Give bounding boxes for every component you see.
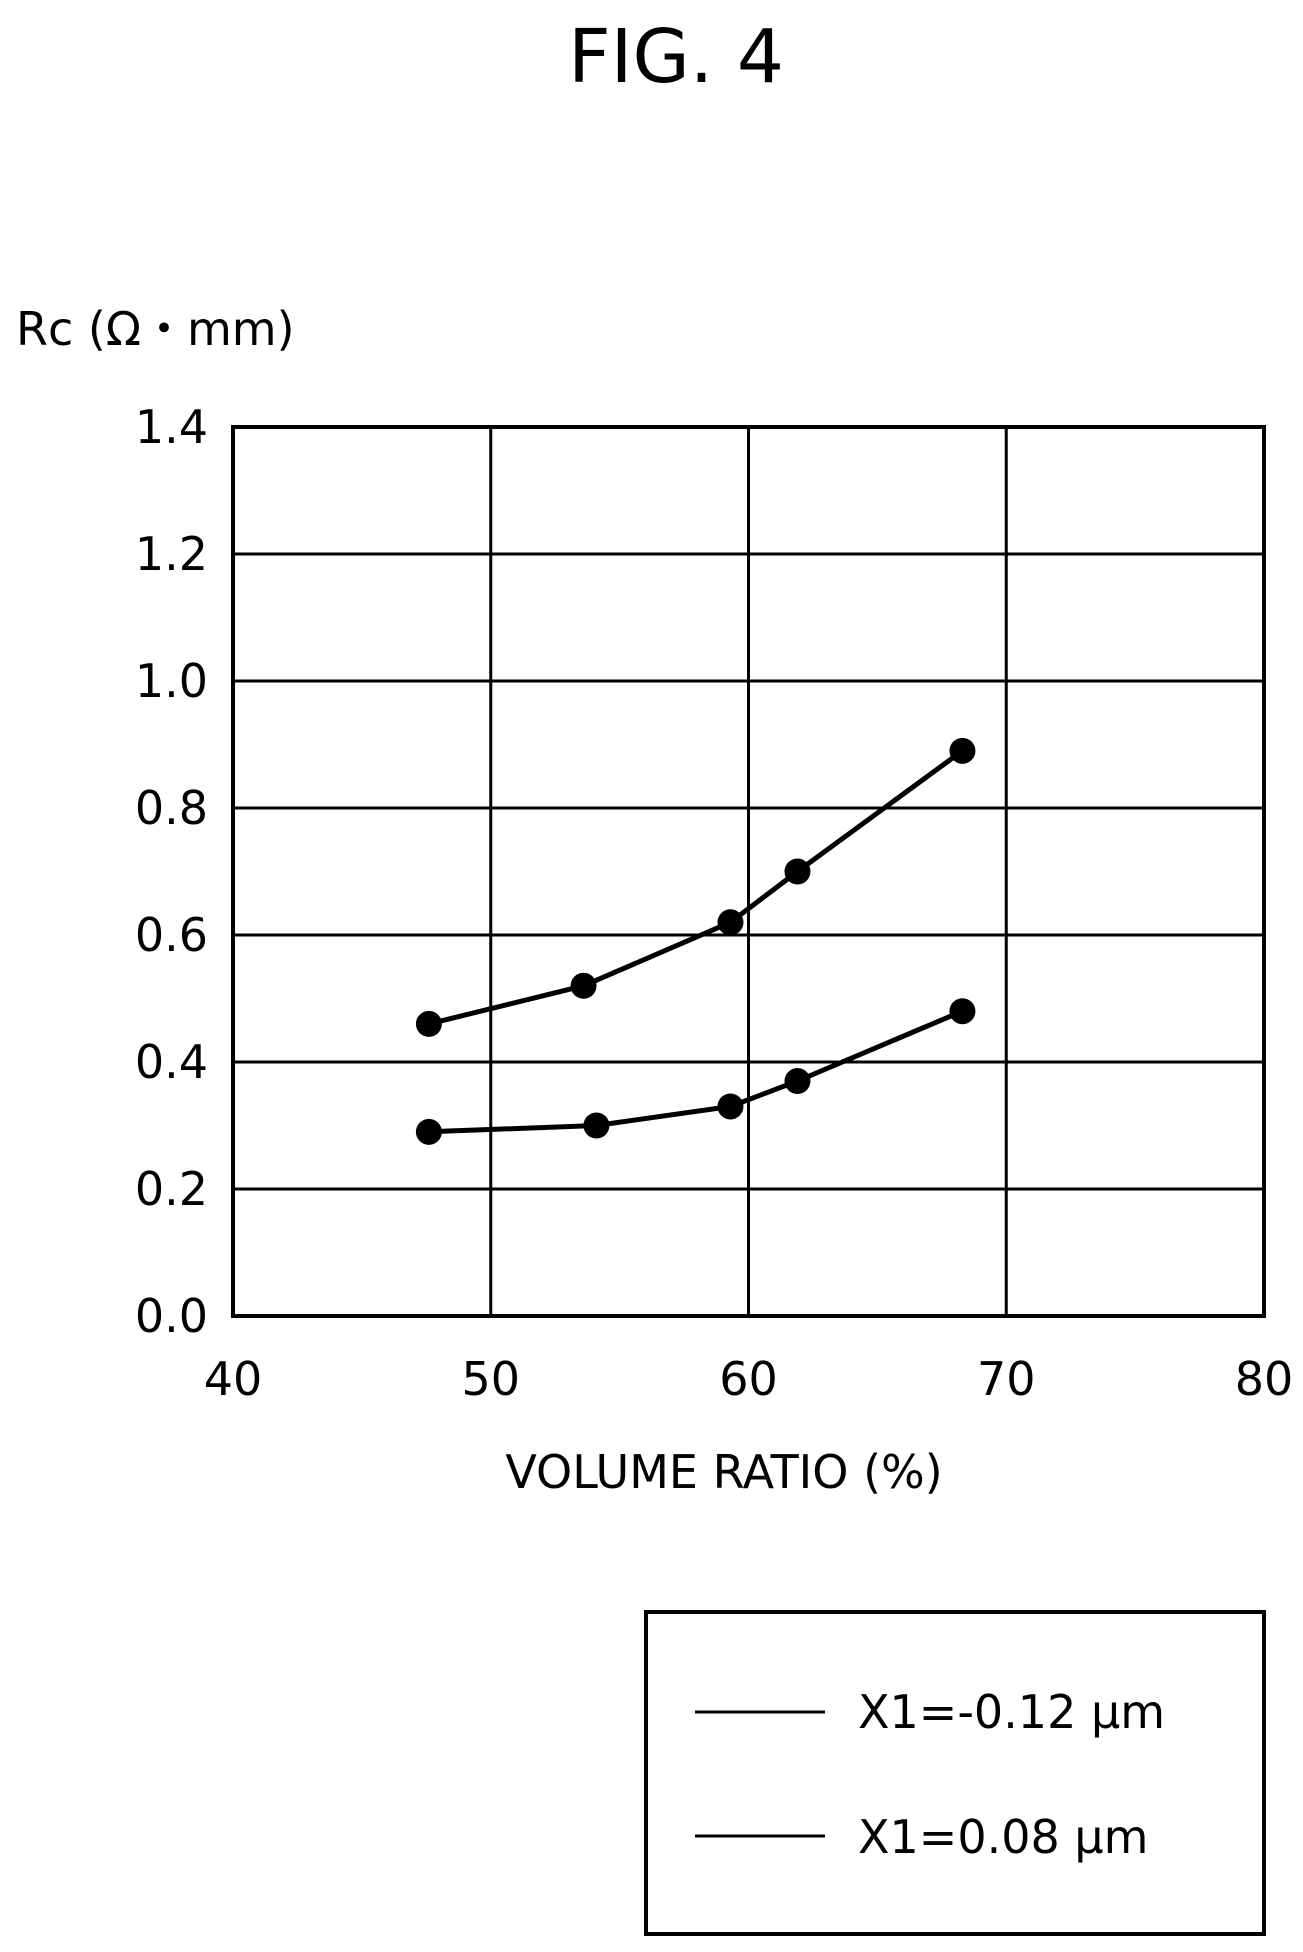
legend-box [644, 1610, 1266, 1936]
series-line-2 [428, 1008, 964, 1135]
data-point-series-1 [784, 858, 811, 885]
series-line-1 [428, 748, 964, 1027]
data-point-series-2 [784, 1068, 811, 1095]
y-tick-label: 0.0 [135, 1289, 208, 1343]
data-point-series-2 [583, 1112, 610, 1139]
data-point-series-2 [717, 1093, 744, 1120]
y-tick-label: 1.0 [135, 654, 208, 708]
y-tick-label: 0.2 [135, 1162, 208, 1216]
y-tick-label: 1.4 [135, 400, 208, 454]
legend-label-1: X1=-0.12 μm [858, 1685, 1165, 1739]
x-tick-label: 80 [1235, 1352, 1294, 1406]
y-tick-label: 0.4 [135, 1035, 208, 1089]
x-tick-label: 50 [461, 1352, 520, 1406]
x-tick-label: 60 [719, 1352, 778, 1406]
legend: X1=-0.12 μm X1=0.08 μm [644, 1610, 1266, 1936]
data-point-series-1 [415, 1010, 442, 1037]
data-points [415, 737, 976, 1145]
y-tick-label: 1.2 [135, 527, 208, 581]
data-point-series-1 [570, 972, 597, 999]
data-point-series-2 [949, 998, 976, 1025]
x-axis-label: VOLUME RATIO (%) [505, 1445, 942, 1499]
data-point-series-1 [949, 737, 976, 764]
x-tick-label: 70 [977, 1352, 1036, 1406]
x-tick-labels: 40 50 60 70 80 [204, 1352, 1294, 1406]
y-axis-label: Rc (Ω・mm) [16, 302, 295, 356]
y-tick-label: 0.6 [135, 908, 208, 962]
x-tick-label: 40 [204, 1352, 263, 1406]
y-tick-labels: 0.0 0.2 0.4 0.6 0.8 1.0 1.2 1.4 [135, 400, 208, 1343]
plot-frame [231, 425, 1266, 1318]
y-tick-label: 0.8 [135, 781, 208, 835]
data-point-series-2 [415, 1118, 442, 1145]
legend-label-2: X1=0.08 μm [858, 1810, 1148, 1864]
grid [231, 425, 1266, 1318]
data-point-series-1 [717, 909, 744, 936]
figure-label: FIG. 4 [568, 14, 784, 100]
